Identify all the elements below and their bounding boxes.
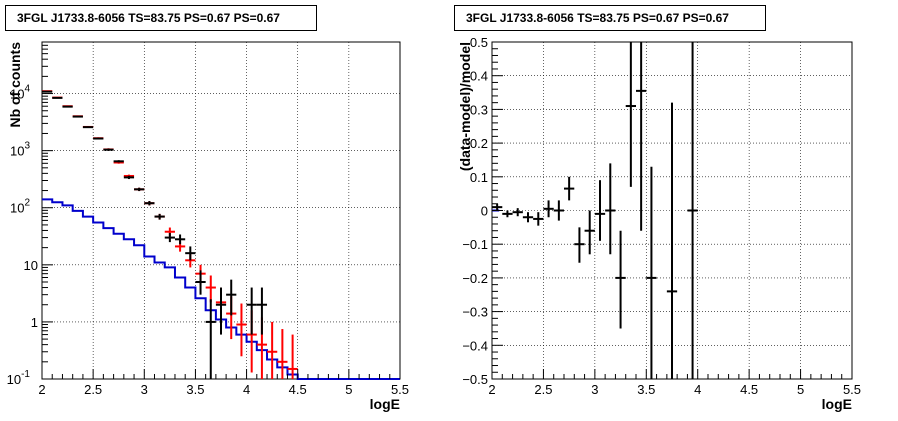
data-point xyxy=(543,200,554,218)
data-point xyxy=(553,200,564,221)
right-y-axis-title: (data-model)/model xyxy=(457,42,473,171)
data-point xyxy=(584,210,595,255)
data-point xyxy=(174,234,186,245)
x-tick-label: 2 xyxy=(488,382,495,397)
data-point xyxy=(82,126,94,129)
data-point xyxy=(154,213,165,220)
data-point xyxy=(195,270,206,295)
x-tick-label: 2.5 xyxy=(84,382,102,397)
data-point xyxy=(123,175,135,180)
y-tick-label: 0.4 xyxy=(470,69,488,84)
y-tick-label: 0.1 xyxy=(470,170,488,185)
data-point xyxy=(205,275,216,303)
data-point xyxy=(246,287,257,335)
data-point xyxy=(236,303,247,357)
left-y-axis-title: Nb of counts xyxy=(7,42,23,128)
data-point xyxy=(574,227,585,263)
data-point xyxy=(93,137,104,140)
data-point xyxy=(646,166,657,379)
data-point xyxy=(502,210,513,218)
data-point xyxy=(164,233,175,243)
data-point xyxy=(103,148,114,151)
data-point xyxy=(52,96,63,99)
x-tick-label: 4.5 xyxy=(289,382,307,397)
data-point xyxy=(144,201,155,206)
data-point xyxy=(215,287,227,335)
x-tick-label: 2.5 xyxy=(534,382,552,397)
data-point xyxy=(687,42,698,379)
data-point xyxy=(185,246,196,261)
y-tick-label: 10-1 xyxy=(7,369,31,387)
x-tick-label: 4.5 xyxy=(740,382,758,397)
data-point xyxy=(492,203,503,211)
data-point xyxy=(533,212,544,226)
data-point xyxy=(226,279,237,316)
x-tick-label: 3 xyxy=(141,382,148,397)
data-point xyxy=(594,180,606,241)
y-tick-label: 0.2 xyxy=(470,136,488,151)
data-point xyxy=(564,176,575,201)
y-tick-label: 0 xyxy=(481,204,488,219)
y-tick-label: −0.5 xyxy=(462,372,488,387)
x-tick-label: 3 xyxy=(591,382,598,397)
right-data-marks xyxy=(492,42,698,379)
right-plot-title: 3FGL J1733.8-6056 TS=83.75 PS=0.67 PS=0.… xyxy=(454,5,766,31)
right-ticks: 2 2.5 3 3.5 4 4.5 5 5.5 −0.5 −0.4 −0.3 −0.2 −0.1 0 0.1… xyxy=(462,35,861,397)
y-tick-label: 102 xyxy=(10,198,30,216)
data-point xyxy=(113,160,124,163)
x-tick-label: 3.5 xyxy=(637,382,655,397)
counts-spectrum-panel: 2 2.5 3 3.5 4 4.5 5 5.5 10-1 1 10 102 103 104 logE Nb… xyxy=(7,41,409,412)
left-plot-title: 3FGL J1733.8-6056 TS=83.75 PS=0.67 PS=0.… xyxy=(5,5,317,31)
data-point xyxy=(277,329,288,379)
x-tick-label: 2 xyxy=(38,382,45,397)
data-point xyxy=(666,102,678,379)
y-tick-label: 0.5 xyxy=(470,35,488,50)
x-tick-label: 5.5 xyxy=(843,382,861,397)
left-ticks: 2 2.5 3 3.5 4 4.5 5 5.5 10-1 1 10 102 103 104 xyxy=(7,41,409,397)
left-grid xyxy=(42,42,400,379)
data-point xyxy=(287,334,298,379)
left-data-marks xyxy=(42,90,400,380)
x-tick-label: 4 xyxy=(694,382,701,397)
data-point xyxy=(267,321,278,379)
data-point xyxy=(512,208,523,217)
data-point xyxy=(522,212,534,223)
y-tick-label: −0.2 xyxy=(462,271,488,286)
right-x-axis-title: logE xyxy=(822,396,852,412)
x-tick-label: 5 xyxy=(797,382,804,397)
x-tick-label: 4 xyxy=(243,382,250,397)
y-tick-label: 10 xyxy=(24,258,38,273)
data-point xyxy=(62,105,73,108)
left-x-axis-title: logE xyxy=(370,396,400,412)
y-tick-label: 104 xyxy=(10,84,30,102)
y-tick-label: 103 xyxy=(10,141,30,159)
data-point xyxy=(42,90,53,93)
data-point xyxy=(605,163,616,255)
data-point xyxy=(636,42,647,231)
x-tick-label: 3.5 xyxy=(186,382,204,397)
x-tick-label: 5 xyxy=(345,382,352,397)
y-tick-label: 0.3 xyxy=(470,102,488,117)
data-point xyxy=(72,115,83,118)
y-tick-label: −0.3 xyxy=(462,305,488,320)
data-point xyxy=(256,287,268,335)
data-point xyxy=(134,187,145,192)
y-tick-label: −0.4 xyxy=(462,338,488,353)
x-tick-label: 5.5 xyxy=(391,382,409,397)
y-tick-label: −0.1 xyxy=(462,237,488,252)
residuals-panel: 2 2.5 3 3.5 4 4.5 5 5.5 −0.5 −0.4 −0.3 −0.2 −0.1 0 0.1… xyxy=(457,35,861,412)
data-point xyxy=(205,299,216,379)
data-point xyxy=(625,42,636,187)
y-tick-label: 1 xyxy=(31,315,38,330)
data-point xyxy=(615,230,626,329)
